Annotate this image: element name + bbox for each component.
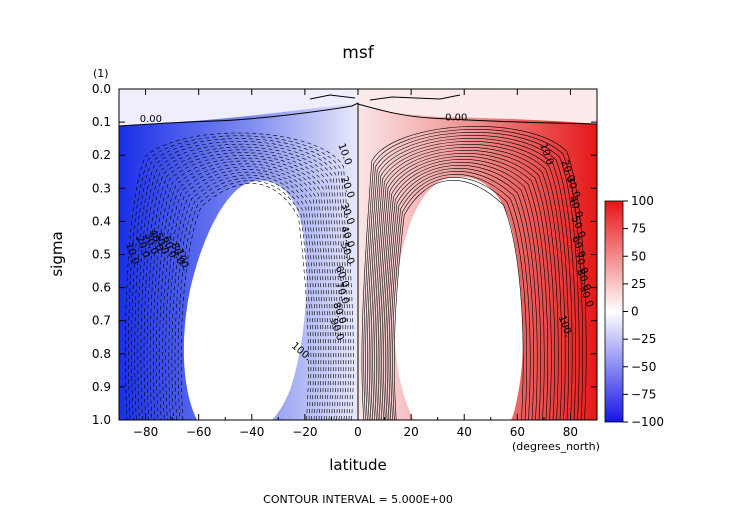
contour-line-positive xyxy=(393,180,524,420)
colorbar-tick-label: 100 xyxy=(631,194,654,208)
contour-line-negative xyxy=(180,183,309,420)
x-tick-label: −40 xyxy=(239,425,264,439)
x-tick-label: 20 xyxy=(403,425,418,439)
x-tick-label: 80 xyxy=(563,425,578,439)
y-tick-label: 0.5 xyxy=(92,248,111,262)
contour-line-positive xyxy=(383,162,545,420)
contour-line-negative xyxy=(128,135,352,420)
south-cell-core xyxy=(183,180,307,420)
y-tick-label: 1.0 xyxy=(92,413,111,427)
contour-line-negative xyxy=(168,171,319,420)
colorbar-tick-label: −75 xyxy=(631,387,656,401)
x-tick-label: 60 xyxy=(510,425,525,439)
contour-line-positive xyxy=(374,147,562,420)
contour-line-negative xyxy=(149,155,334,420)
y-tick-label: 0.7 xyxy=(92,314,111,328)
contour-line-negative xyxy=(153,157,332,420)
colorbar-tick-label: −100 xyxy=(631,415,664,429)
contour-line-positive xyxy=(390,174,531,420)
contour-line-positive xyxy=(366,135,576,420)
colorbar-ticks: 100 75 50 25 0 −25 −50 −75 −100 xyxy=(623,194,664,429)
x-tick-label: −80 xyxy=(133,425,158,439)
zero-contour-line-north xyxy=(357,103,597,125)
contour-line-negative xyxy=(140,146,342,420)
contour-line-negative xyxy=(137,143,344,420)
y-tick-label: 0.8 xyxy=(92,347,111,361)
y-units-label: (1) xyxy=(93,67,109,80)
zero-contour-top xyxy=(309,94,461,101)
contour-line-negative xyxy=(143,149,339,420)
contour-line-positive xyxy=(363,129,583,420)
contour-line-positive xyxy=(372,144,566,420)
contour-line-negative xyxy=(125,132,354,420)
contour-line-negative xyxy=(131,138,349,420)
chart-title: msf xyxy=(342,43,374,63)
x-tick-label: −60 xyxy=(186,425,211,439)
contour-line-positive xyxy=(386,168,538,420)
contour-line-positive xyxy=(365,132,580,420)
contour-line-positive xyxy=(368,138,573,420)
contour-interval-footer: CONTOUR INTERVAL = 5.000E+00 xyxy=(263,493,453,506)
y-tick-label: 0.0 xyxy=(92,82,111,96)
zero-contour-line xyxy=(119,102,359,420)
colorbar-tick-label: −50 xyxy=(631,360,656,374)
x-tick-label: 0 xyxy=(354,425,362,439)
contour-line-positive xyxy=(377,153,555,420)
plot-area: 0.00 0.000.0010.020.030.040.050.060.070.0… xyxy=(119,81,597,420)
contour-line-negative xyxy=(134,141,347,420)
contour-line-negative xyxy=(174,177,314,420)
y-tick-label: 0.1 xyxy=(92,115,111,129)
contour-line-positive xyxy=(384,165,541,420)
y-tick-label: 0.2 xyxy=(92,148,111,162)
upper-layer-south xyxy=(119,89,358,126)
x-tick-label: −20 xyxy=(292,425,317,439)
y-tick-label: 0.9 xyxy=(92,380,111,394)
y-axis: 0.0 0.1 0.2 0.3 0.4 0.5 0.6 0.7 0.8 0.9 1.0 xyxy=(92,82,597,427)
contour-label: 0.00 xyxy=(140,114,162,125)
colorbar-tick-label: 75 xyxy=(631,222,646,236)
contour-line-positive xyxy=(388,171,534,420)
contour-line-positive xyxy=(381,159,548,420)
x-axis: −80 −60 −40 −20 0 20 40 60 80 xyxy=(118,89,598,439)
contour-label: 0.00 xyxy=(445,112,467,123)
colorbar-tick-label: 50 xyxy=(631,249,646,263)
y-tick-label: 0.3 xyxy=(92,181,111,195)
contour-line-negative xyxy=(171,174,317,420)
contour-line-negative xyxy=(162,166,324,420)
y-tick-label: 0.6 xyxy=(92,281,111,295)
colorbar-tick-label: 0 xyxy=(631,305,639,319)
contour-line-negative xyxy=(146,152,337,420)
contour-line-positive xyxy=(375,150,559,420)
colorbar-tick-label: −25 xyxy=(631,332,656,346)
contour-line-positive xyxy=(379,156,552,420)
contour-lines xyxy=(125,126,587,420)
y-tick-label: 0.4 xyxy=(92,214,111,228)
contour-label: 0.00 xyxy=(496,81,518,92)
colorbar-tick-label: 25 xyxy=(631,277,646,291)
colorbar-gradient xyxy=(604,200,624,423)
contour-line-positive xyxy=(361,126,587,420)
contour-line-negative xyxy=(165,169,322,420)
contour-line-positive xyxy=(392,177,527,420)
contour-line-positive xyxy=(370,141,569,420)
x-axis-title: latitude xyxy=(329,456,387,474)
colorbar: 100 75 50 25 0 −25 −50 −75 −100 xyxy=(604,194,664,429)
x-tick-label: 40 xyxy=(457,425,472,439)
y-axis-title: sigma xyxy=(48,231,66,276)
contour-line-negative xyxy=(159,163,327,420)
x-units-label: (degrees_north) xyxy=(512,440,600,453)
contour-line-negative xyxy=(177,180,312,420)
north-cell-core xyxy=(394,176,523,420)
contour-line-negative xyxy=(156,160,329,420)
